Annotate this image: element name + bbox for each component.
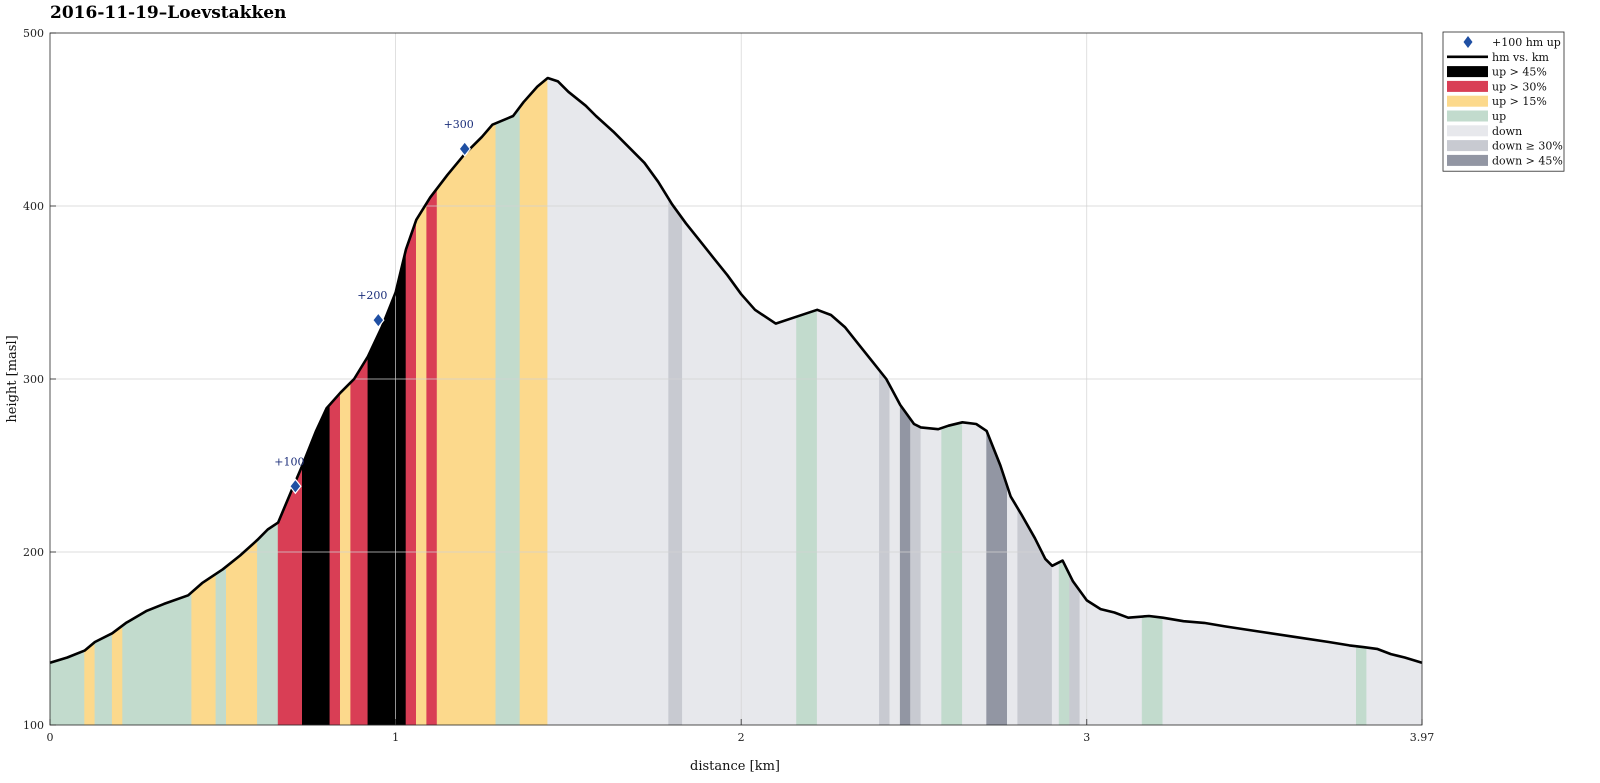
legend-patch-6	[1447, 125, 1488, 137]
x-tick-label: 1	[392, 731, 399, 744]
profile-segments	[49, 77, 1423, 726]
segment-4	[122, 591, 192, 726]
legend-patch-7	[1447, 140, 1488, 152]
segment-22	[668, 197, 683, 726]
y-tick-label: 500	[23, 27, 44, 40]
legend-label-5: up	[1492, 110, 1506, 123]
milestone-markers: +100 +200 +300	[274, 118, 474, 495]
legend-label-1: hm vs. km	[1492, 51, 1550, 64]
y-tick-label: 100	[23, 719, 44, 732]
segment-28	[899, 403, 911, 726]
segment-31	[941, 421, 963, 726]
legend-label-4: up > 15%	[1492, 95, 1547, 108]
segment-38	[1069, 574, 1081, 726]
segment-36	[1051, 561, 1060, 726]
x-axis-label: distance [km]	[690, 759, 780, 774]
milestone-marker-1	[372, 312, 385, 329]
segment-42	[1356, 645, 1367, 726]
x-tick-label: 2	[738, 731, 745, 744]
legend: +100 hm up hm vs. km up > 45%up > 30% up > …	[1442, 31, 1565, 172]
y-axis-ticks: 100 200 300 400 500	[23, 27, 56, 732]
x-tick-label: 3.97	[1410, 731, 1435, 744]
legend-label-8: down > 45%	[1492, 154, 1563, 167]
legend-label-2: up > 45%	[1492, 66, 1547, 79]
legend-patch-2	[1447, 66, 1488, 78]
segment-12	[339, 381, 352, 726]
segment-29	[910, 418, 922, 726]
segment-18	[436, 122, 497, 726]
y-tick-label: 200	[23, 546, 44, 559]
legend-patch-5	[1447, 110, 1488, 122]
legend-patch-4	[1447, 95, 1488, 107]
grid-lines	[50, 33, 1422, 725]
segment-1	[84, 641, 96, 726]
legend-marker-swatch	[1463, 36, 1473, 48]
legend-label-7: down ≥ 30%	[1492, 140, 1563, 153]
legend-label-3: up > 30%	[1492, 80, 1547, 93]
segment-20	[519, 77, 549, 726]
milestone-marker-0	[289, 478, 302, 495]
chart-title: 2016-11-19–Loevstakken	[50, 3, 286, 23]
segment-24	[796, 309, 818, 726]
legend-label-0: +100 hm up	[1492, 36, 1561, 49]
segment-2	[94, 632, 113, 726]
segment-3	[111, 624, 123, 726]
segment-27	[889, 385, 901, 726]
segment-13	[350, 355, 369, 726]
legend-patch-3	[1447, 80, 1488, 92]
segment-5	[191, 573, 217, 726]
segment-17	[426, 187, 438, 726]
milestone-label-0: +100	[274, 455, 304, 468]
milestone-marker-2	[458, 140, 471, 157]
x-tick-label: 3	[1083, 731, 1090, 744]
segment-7	[226, 539, 258, 726]
segment-23	[682, 217, 797, 726]
segment-21	[547, 77, 669, 726]
segment-15	[405, 219, 417, 726]
x-tick-label: 0	[47, 731, 54, 744]
segment-32	[962, 421, 987, 726]
segment-16	[415, 201, 428, 726]
segment-11	[329, 392, 341, 726]
y-tick-label: 400	[23, 200, 44, 213]
legend-patch-8	[1447, 154, 1488, 166]
segment-25	[816, 309, 880, 726]
segment-30	[920, 427, 942, 726]
segment-41	[1162, 617, 1357, 726]
y-tick-label: 300	[23, 373, 44, 386]
x-axis-ticks: 0 1 2 3 3.97	[47, 719, 1435, 744]
segment-34	[1006, 486, 1019, 726]
segment-37	[1058, 560, 1070, 726]
y-axis-label: height [masl]	[5, 335, 20, 422]
segment-19	[495, 105, 521, 726]
legend-label-6: down	[1492, 125, 1522, 138]
segment-40	[1141, 615, 1164, 726]
segment-8	[257, 522, 279, 726]
milestone-label-2: +300	[444, 118, 474, 131]
milestone-label-1: +200	[357, 289, 387, 302]
segment-6	[215, 565, 227, 726]
segment-9	[277, 465, 303, 726]
segment-26	[879, 369, 891, 726]
